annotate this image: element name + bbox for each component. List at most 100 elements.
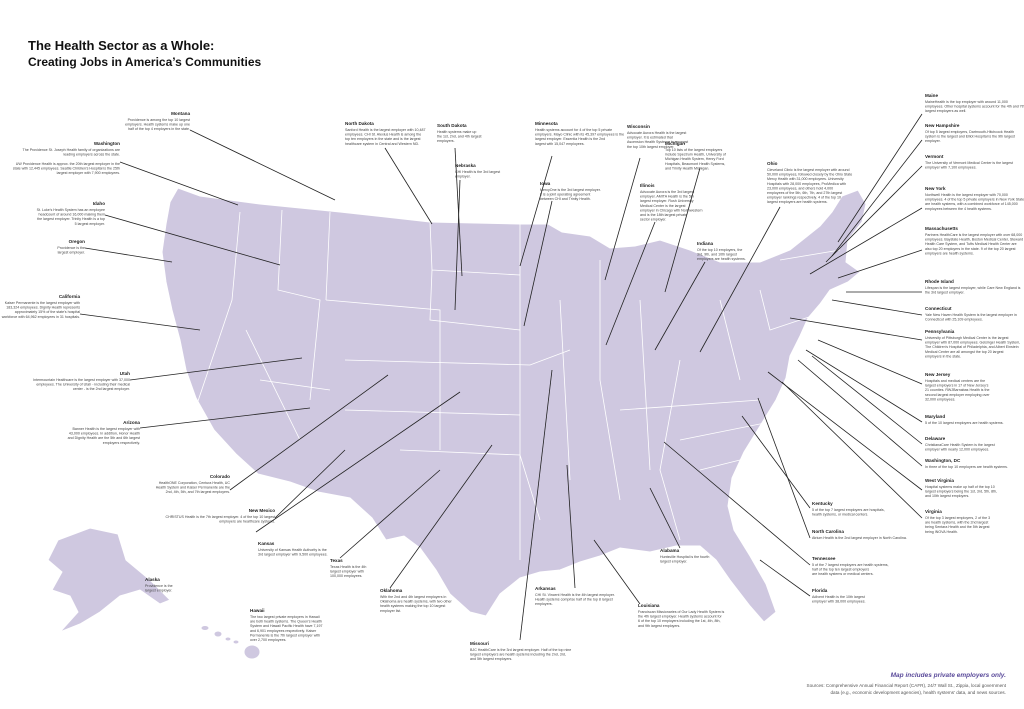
annotation-text: Atrium Health is the 2nd largest employe…	[812, 536, 907, 540]
leader-line	[519, 369, 553, 641]
annotation-text: employers respectively.	[103, 441, 140, 445]
annotation-text: Providence is among the top 10 largest	[128, 118, 190, 122]
leader-line	[789, 317, 923, 341]
footer-note: Map includes private employers only.	[891, 672, 1007, 679]
state-name: New Hampshire	[925, 123, 960, 128]
state-name: New Jersey	[925, 372, 951, 377]
annotation-text: leading employers across the state.	[63, 153, 120, 157]
annotation-text: and is the 18th largest private	[640, 213, 687, 217]
annotation-text: being INOVA Health.	[925, 530, 958, 534]
annotation-text: are health systems or medical centers.	[812, 572, 874, 576]
annotation-text: are health systems, with the 2nd largest	[925, 521, 988, 525]
annotation-text: HealthONE Corporation, Centura Health, U…	[159, 481, 231, 485]
annotation-text: Northwell Health is the largest employer…	[925, 193, 1008, 197]
state-name: Indiana	[697, 241, 714, 246]
annotation-text: With the 2nd and 4th largest employers i…	[380, 595, 446, 599]
annotation-text: employer with 87,000 employees. Geisinge…	[925, 341, 1020, 345]
state-name: Wisconsin	[627, 124, 650, 129]
state-name: Washington, DC	[925, 458, 961, 463]
state-name: Tennessee	[812, 556, 836, 561]
annotation-text: Hospitals with 28,000 employees, ProMedi…	[767, 182, 846, 186]
annotation-text: largest employers as well.	[925, 109, 966, 113]
leader-line	[817, 339, 923, 385]
annotation-text: largest employers in 17 of New Jersey's	[925, 384, 989, 388]
leader-line	[79, 313, 201, 331]
leader-line	[837, 113, 923, 243]
annotation-text: employer with nearly 12,000 employees.	[925, 448, 989, 452]
leader-line	[757, 397, 811, 539]
annotation-text: 5 of the top 7 largest employers are hos…	[812, 508, 885, 512]
leader-line	[699, 206, 781, 353]
leader-line	[129, 357, 303, 381]
annotation-text: The Providence St. Joseph Health family …	[23, 148, 120, 152]
annotation-text: employees between the 4 health systems.	[925, 207, 992, 211]
leader-line	[809, 207, 923, 275]
footer-source: data (e.g., economic development agencie…	[830, 690, 1006, 695]
state-name: South Dakota	[437, 123, 467, 128]
leader-line	[664, 167, 701, 293]
annotation-text: Health systems make up	[437, 130, 476, 134]
state-name: Pennsylvania	[925, 329, 955, 334]
leader-line	[831, 139, 923, 257]
annotation-text: employer.	[925, 139, 941, 143]
annotation-text: employer rankings respectively. 4 of the…	[767, 196, 841, 200]
annotation-text: and 5th largest employers.	[470, 657, 512, 661]
state-name: Iowa	[540, 181, 551, 186]
state-lines	[194, 209, 841, 560]
leader-line	[229, 374, 389, 491]
annotation-text: Lifespan is the largest employer, while …	[925, 286, 1021, 290]
annotation-text: include Spectrum Health, University of	[665, 153, 726, 157]
state-name: New Mexico	[249, 508, 275, 513]
leader-line	[605, 221, 656, 346]
state-name: Louisiana	[638, 603, 660, 608]
annotation-text: St. Luke's Health System has an employee	[37, 208, 105, 212]
annotation-text: Health Care System, and Tufts Medical He…	[925, 242, 1017, 246]
state-name: Delaware	[925, 436, 946, 441]
annotation-text: largest employer.	[660, 560, 687, 564]
state-name: Nebraska	[455, 163, 476, 168]
annotation-text: are both health systems. The Queen's Hea…	[250, 620, 322, 624]
leader-line	[767, 371, 923, 491]
annotation-text: Ascension Health Systems is amongst	[627, 140, 688, 144]
annotation-text: between CHI and Trinity Health.	[540, 197, 591, 201]
annotation-text: The University of Vermont Medical Center…	[925, 161, 1013, 165]
subtitle: Creating Jobs in America’s Communities	[28, 55, 261, 69]
annotation-text: the 3rd largest employer.	[925, 291, 965, 295]
annotation-text: CHI Health is the 3rd largest	[455, 170, 500, 174]
annotation-text: CHI St. Vincent Health is the 4th larges…	[535, 593, 615, 597]
annotation-text: It is a joint operating agreement	[540, 193, 590, 197]
leader-line	[189, 129, 336, 201]
annotation-text: half of the top 4 employers in the state…	[128, 127, 190, 131]
annotation-text: largest employer with 7,900 employees.	[57, 171, 120, 175]
annotation-text: largest employers being the 1st, 3rd, 5t…	[925, 490, 997, 494]
annotation-text: largest employer. Rush University	[640, 199, 694, 203]
annotation-text: BJC HealthCare is the 3rd largest employ…	[470, 648, 571, 652]
state-name: Maryland	[925, 414, 945, 419]
annotation-text: Advocate Aurora Health is the largest	[627, 131, 686, 135]
annotation-text: health systems making the top 10 largest	[380, 604, 445, 608]
annotation-text: the 4th largest employer. Health systems…	[638, 615, 722, 619]
leader-line	[104, 214, 281, 266]
state-name: Michigan	[665, 141, 685, 146]
contiguous-us	[161, 187, 867, 623]
annotation-text: 21 counties. RWJBarnabas Health is the	[925, 388, 989, 392]
annotation-text: Providence is the	[57, 246, 85, 250]
state-name: Ohio	[767, 161, 778, 166]
state-name: Connecticut	[925, 306, 952, 311]
leader-line	[654, 261, 706, 351]
annotation-text: employer.	[455, 175, 471, 179]
annotation-text: Permanente is the 7th largest employer w…	[250, 633, 320, 637]
annotation-text: 50,000 employees, followed closely by th…	[767, 173, 852, 177]
annotation-text: employers. Mayo Clinic with its 45,397 e…	[535, 133, 624, 137]
annotation-text: employer list.	[380, 609, 401, 613]
annotation-text: Oklahoma are health systems, with two ot…	[380, 600, 453, 604]
annotation-text: System and Hawaii Pacific Health have 7,…	[250, 624, 323, 628]
annotation-text: employees. Other hospital systems accoun…	[925, 105, 1024, 109]
leader-line	[797, 359, 923, 467]
annotation-text: Health systems account for 4 of the top …	[535, 128, 612, 132]
annotation-text: The Children's Hospital of Philadelphia,…	[925, 345, 1019, 349]
annotation-text: employers are health systems.	[697, 257, 746, 261]
annotation-text: and 9th largest employers.	[638, 624, 680, 628]
annotation-text: over 2,700 employees.	[250, 638, 286, 642]
state-name: Washington	[94, 141, 120, 146]
